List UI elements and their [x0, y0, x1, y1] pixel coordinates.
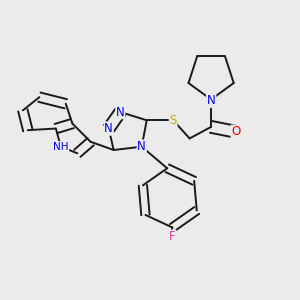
Text: N: N	[116, 106, 125, 118]
Text: F: F	[169, 230, 176, 243]
Text: NH: NH	[53, 142, 69, 152]
Text: S: S	[169, 114, 177, 127]
Text: N: N	[137, 140, 146, 153]
Text: O: O	[231, 125, 241, 138]
Text: N: N	[207, 94, 215, 107]
Text: N: N	[104, 122, 113, 135]
Text: N: N	[207, 94, 215, 107]
